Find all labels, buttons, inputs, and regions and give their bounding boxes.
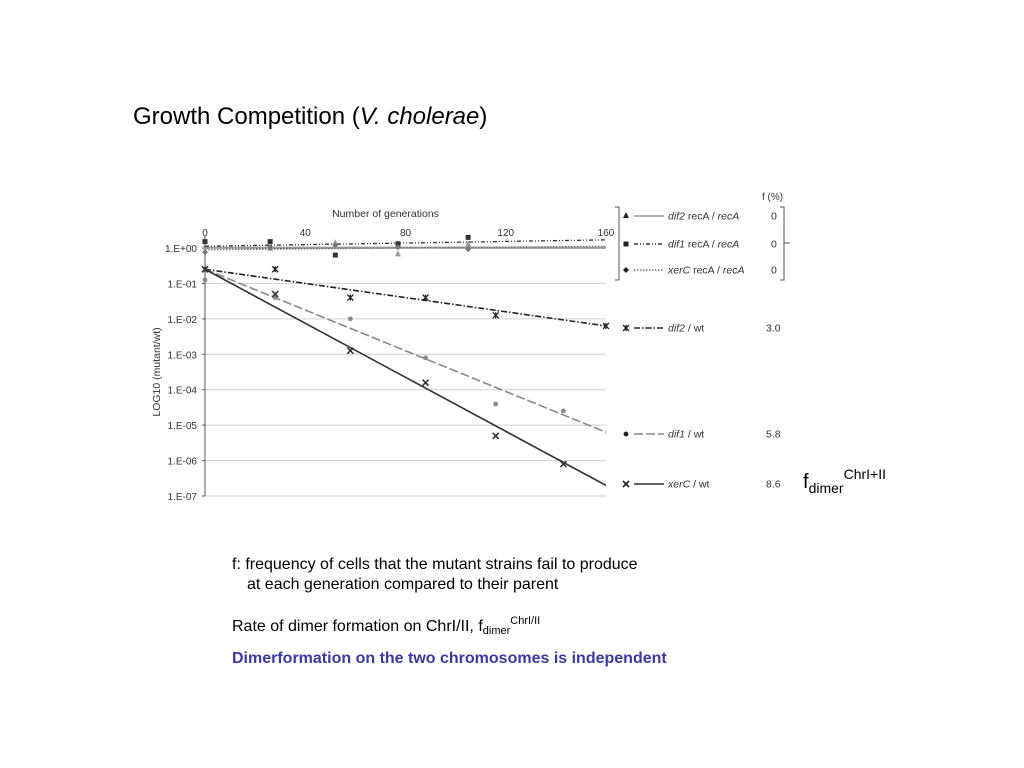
data-point — [492, 432, 500, 440]
data-point — [422, 294, 430, 302]
legend-f-value: 0 — [771, 265, 777, 277]
fdimer-base: f — [803, 471, 809, 493]
data-point — [423, 355, 428, 361]
series-fit-line — [204, 239, 607, 247]
conclusion-text: Dimerformation on the two chromosomes is… — [232, 650, 667, 667]
legend-bracket-right — [780, 206, 785, 281]
series-fit-line — [204, 245, 607, 251]
x-axis-title: Number of generations — [332, 208, 439, 220]
data-point — [421, 379, 430, 387]
legend-marker — [622, 480, 630, 488]
data-point — [271, 290, 279, 298]
data-point — [465, 240, 472, 247]
legend-label: dif2 / wt — [668, 323, 704, 335]
legend-label: xerC recA / recA — [667, 265, 744, 277]
legend-f-value: 0 — [771, 211, 777, 223]
legend-bracket — [615, 206, 620, 281]
note-line-2: at each generation compared to their par… — [247, 576, 559, 593]
x-tick-label: 120 — [497, 228, 514, 239]
y-tick-label: 1.E-04 — [168, 386, 198, 397]
data-point — [202, 249, 208, 256]
data-point — [394, 250, 401, 257]
legend-marker — [623, 212, 629, 218]
legend-f-value: 3.0 — [766, 323, 781, 335]
legend-f-value: 5.8 — [766, 429, 781, 441]
y-tick-label: 1.E-02 — [168, 315, 198, 326]
rate-sub: dimer — [482, 625, 511, 637]
data-point — [201, 265, 209, 273]
data-point — [332, 252, 338, 258]
rate-line: Rate of dimer formation on ChrI/II, fdim… — [232, 615, 540, 637]
data-point — [346, 294, 354, 302]
legend-marker — [623, 267, 629, 273]
y-tick-label: 1.E+00 — [165, 244, 197, 255]
data-point — [602, 322, 610, 330]
y-tick-label: 1.E-06 — [168, 457, 198, 468]
data-point — [271, 265, 279, 273]
y-tick-label: 1.E-01 — [168, 279, 198, 290]
title-species: V. cholerae — [359, 103, 480, 130]
legend-label: xerC / wt — [667, 479, 710, 491]
y-axis-title: LOG10 (mutant/wt) — [151, 327, 163, 416]
frequency-note: f: frequency of cells that the mutant st… — [232, 555, 638, 595]
series-fit-line — [204, 268, 607, 433]
legend-marker — [622, 324, 630, 332]
fdimer-sup: ChrI+II — [843, 466, 886, 482]
legend-f-value: 8.6 — [766, 479, 781, 491]
title-suffix: ) — [479, 103, 488, 130]
x-tick-label: 80 — [400, 228, 412, 239]
data-point — [394, 244, 401, 251]
x-tick-label: 0 — [202, 228, 208, 239]
data-point — [267, 244, 274, 251]
data-point — [202, 277, 208, 283]
x-tick-label: 40 — [300, 228, 312, 239]
series-fit-line — [204, 268, 607, 327]
data-point — [267, 239, 273, 245]
legend-marker — [623, 431, 629, 437]
fdimer-sub: dimer — [808, 480, 844, 496]
legend-label: dif2 recA / recA — [668, 211, 739, 223]
data-point — [202, 239, 208, 245]
legend-label: dif1 / wt — [668, 429, 704, 441]
data-point — [346, 347, 354, 355]
rate-sup: ChrI/II — [510, 615, 541, 627]
data-point — [395, 241, 401, 247]
data-point — [347, 316, 353, 322]
legend-header: f (%) — [762, 192, 783, 203]
data-point — [202, 243, 208, 250]
slide-title: Growth Competition (V. cholerae) — [133, 103, 487, 131]
x-tick-label: 160 — [598, 228, 615, 239]
rate-text: Rate of dimer formation on ChrI/II, f — [232, 618, 483, 635]
note-line-1: f: frequency of cells that the mutant st… — [232, 556, 638, 573]
fdimer-chr-label: fdimerChrI+II — [803, 466, 886, 496]
data-point — [465, 234, 471, 240]
data-point — [559, 460, 567, 468]
legend-marker — [623, 241, 629, 247]
y-tick-label: 1.E-03 — [168, 350, 198, 361]
data-point — [465, 246, 472, 253]
y-tick-label: 1.E-05 — [168, 421, 198, 432]
data-point — [560, 408, 566, 414]
title-prefix: Growth Competition ( — [133, 103, 360, 130]
data-point — [492, 311, 500, 319]
series-fit-line — [204, 268, 607, 487]
y-tick-label: 1.E-07 — [168, 492, 198, 503]
legend-label: dif1 recA / recA — [668, 239, 739, 251]
data-point — [272, 295, 278, 300]
data-point — [493, 401, 499, 407]
data-point — [332, 242, 339, 249]
legend-f-value: 0 — [771, 239, 777, 251]
